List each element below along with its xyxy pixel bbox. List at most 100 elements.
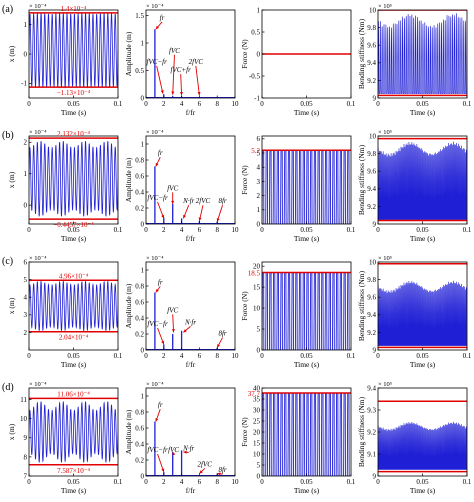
x-tick-label: 0.05: [67, 100, 80, 108]
x-tick-label: 0.1: [347, 478, 356, 486]
x-tick-label: 0.1: [463, 226, 472, 234]
annotation-label: fVC−fr: [147, 320, 168, 328]
panel-displacement: 1.4×10⁻⁴ −1.13×10⁻⁴ 0 0.05 0.1 -1 0 1 × 10⁻⁴ Time…: [7, 3, 123, 117]
x-tick-label: 0: [144, 478, 148, 486]
annotation-arrowhead: [171, 200, 175, 204]
y-tick-label: 10: [253, 304, 261, 312]
annotation-label: N·fr: [184, 318, 196, 326]
x-tick-label: 2: [162, 478, 166, 486]
y-tick-label: 15: [253, 284, 261, 292]
plot-area: [378, 400, 467, 473]
annotation-label: fVC: [168, 446, 179, 454]
y-tick-label: 0: [24, 50, 28, 58]
annotation-arrowhead: [198, 217, 202, 221]
axis-multiplier: × 10⁻⁴: [146, 129, 164, 136]
panel-force: 5.2 0 0.05 0.1 0 1 2 3 4 5 6 Time (s) Force (N): [240, 135, 356, 243]
y-axis-label: Force (N): [240, 417, 249, 447]
plot-area: [262, 149, 351, 224]
y-tick-label: 9.2: [367, 203, 376, 211]
x-tick-label: 10: [232, 226, 240, 234]
x-tick-label: 0: [376, 226, 380, 234]
panel-displacement: 11.06×10⁻⁴ 7.587×10⁻⁴ 0 0.05 0.1 7 8 9 10 11 × 10⁻…: [7, 381, 123, 495]
y-tick-label: 2: [257, 192, 261, 200]
y-tick-label: 3: [257, 178, 261, 186]
axis-multiplier: × 10⁻⁴: [29, 381, 47, 388]
y-tick-label: 0.5: [135, 67, 144, 75]
y-tick-label: 9.1: [367, 450, 376, 458]
y-tick-label: 0.8: [135, 408, 144, 416]
series-line: [29, 11, 118, 89]
panel-stiffness: 0 0.05 0.1 9 9.2 9.4 9.6 9.8 10 × 10⁵ Time (s) Bend…: [357, 3, 472, 117]
annotation-label: fr: [160, 14, 165, 22]
annotation-label: 2fVC: [189, 58, 204, 66]
x-tick-label: 0: [376, 352, 380, 360]
annotation-arrowhead: [161, 340, 165, 345]
annotation-label: fr: [158, 149, 163, 157]
y-tick-label: 1: [141, 140, 145, 148]
band-label: −1.13×10⁻⁴: [57, 89, 91, 97]
y-tick-label: 9: [373, 220, 377, 228]
y-tick-label: 0.4: [135, 440, 144, 448]
band-label: 2.04×10⁻⁴: [59, 334, 89, 342]
x-tick-label: 0.05: [416, 226, 429, 234]
y-tick-label: 8: [24, 453, 28, 461]
y-tick-label: 0: [141, 94, 145, 102]
x-axis-label: Time (s): [294, 108, 320, 117]
y-tick-label: 9: [373, 346, 377, 354]
annotation-label: 8fr: [218, 466, 226, 474]
plot-area: [378, 137, 467, 222]
x-tick-label: 10: [232, 478, 240, 486]
annotation-arrowhead: [199, 470, 203, 474]
x-tick-label: 8: [215, 100, 219, 108]
x-tick-label: 4: [180, 100, 184, 108]
band-label: 5.2: [251, 147, 260, 155]
x-tick-label: 2: [162, 100, 166, 108]
annotation-label: fVC−fr: [147, 194, 168, 202]
y-axis-label: x (m): [7, 171, 16, 188]
row-labels: (a) (b) (c) (d): [2, 4, 14, 393]
y-tick-label: 1.5: [135, 12, 144, 20]
y-tick-label: 9.6: [367, 294, 376, 302]
plot-area: [262, 392, 351, 476]
y-axis-label: Amplitude (m): [124, 409, 133, 454]
annotation-arrowhead: [216, 218, 220, 222]
y-tick-label: 9.8: [367, 24, 376, 32]
y-tick-label: 4: [24, 294, 28, 302]
plot-area: [29, 397, 118, 466]
y-tick-label: 0: [141, 220, 145, 228]
x-tick-label: 0: [376, 478, 380, 486]
series-line: [378, 280, 467, 346]
y-axis-label: Force (N): [240, 39, 249, 69]
y-tick-label: -1: [254, 94, 260, 102]
x-tick-label: 0.1: [347, 226, 356, 234]
y-axis-label: Bending stiffness (Nm): [357, 18, 366, 89]
y-axis-label: Amplitude (m): [124, 283, 133, 328]
x-tick-label: 0.05: [300, 352, 313, 360]
y-tick-label: 9.4: [367, 311, 376, 319]
y-tick-label: 30: [253, 406, 261, 414]
y-axis-label: Amplitude (m): [124, 31, 133, 76]
panel-displacement: 4.96×10⁻⁴ 2.04×10⁻⁴ 0 0.05 0.1 2 3 4 5 6 × 10⁻⁴ Tim…: [7, 255, 123, 369]
x-tick-label: 0: [27, 226, 31, 234]
x-tick-label: 0.05: [67, 226, 80, 234]
annotation-label: fr: [158, 401, 163, 409]
annotation-arrow: [180, 74, 183, 96]
plot-area: [378, 10, 467, 97]
panel-spectrum: fr fVC−fr fVC N·fr 8fr 0 2 4 6 8 10 0 0.2 0.4 0.6 0.8 1×…: [124, 255, 239, 369]
y-tick-label: 20: [253, 428, 261, 436]
y-tick-label: 0: [141, 346, 145, 354]
axis-multiplier: × 10⁻⁴: [29, 129, 47, 136]
x-tick-label: 0.05: [67, 352, 80, 360]
y-tick-label: 0: [257, 220, 261, 228]
y-tick-label: 0: [141, 472, 145, 480]
y-tick-label: 5: [24, 276, 28, 284]
x-tick-label: 0.05: [416, 478, 429, 486]
panel-displacement: 2.132×10⁻⁴ −0.4457×10⁻⁴ 0 0.05 0.1 0 1 2× 10⁻⁴ T…: [7, 129, 123, 243]
y-axis-label: x (m): [7, 45, 16, 62]
y-tick-label: 25: [253, 417, 261, 425]
y-tick-label: 9.2: [367, 77, 376, 85]
x-tick-label: 0: [144, 352, 148, 360]
